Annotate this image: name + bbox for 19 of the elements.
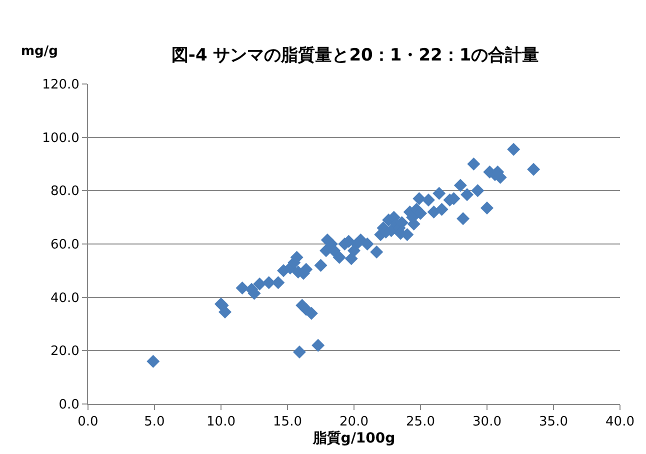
y-tick-label: 0.0 <box>58 398 80 413</box>
x-tick-label: 25.0 <box>406 414 435 430</box>
y-tick-label: 120.0 <box>42 78 80 93</box>
y-tick-label: 60.0 <box>50 238 80 253</box>
y-tick-label: 20.0 <box>50 344 80 360</box>
x-tick-label: 30.0 <box>472 414 502 430</box>
x-tick-label: 0.0 <box>78 414 98 430</box>
y-tick-label: 100.0 <box>42 130 80 146</box>
x-tick-label: 15.0 <box>273 414 302 430</box>
chart-title: 図-4 サンマの脂質量と20：1・22：1の合計量 <box>171 45 540 66</box>
x-tick-label: 35.0 <box>539 414 568 430</box>
y-tick-label: 40.0 <box>50 290 80 306</box>
x-tick-label: 40.0 <box>606 414 634 430</box>
x-tick-label: 5.0 <box>144 414 165 430</box>
x-tick-label: 20.0 <box>340 414 368 430</box>
y-tick-label: 80.0 <box>50 184 80 200</box>
x-axis-title: 脂質g/100g <box>312 430 396 447</box>
y-axis-title: mg/g <box>21 44 58 59</box>
x-tick-label: 10.0 <box>206 414 236 430</box>
